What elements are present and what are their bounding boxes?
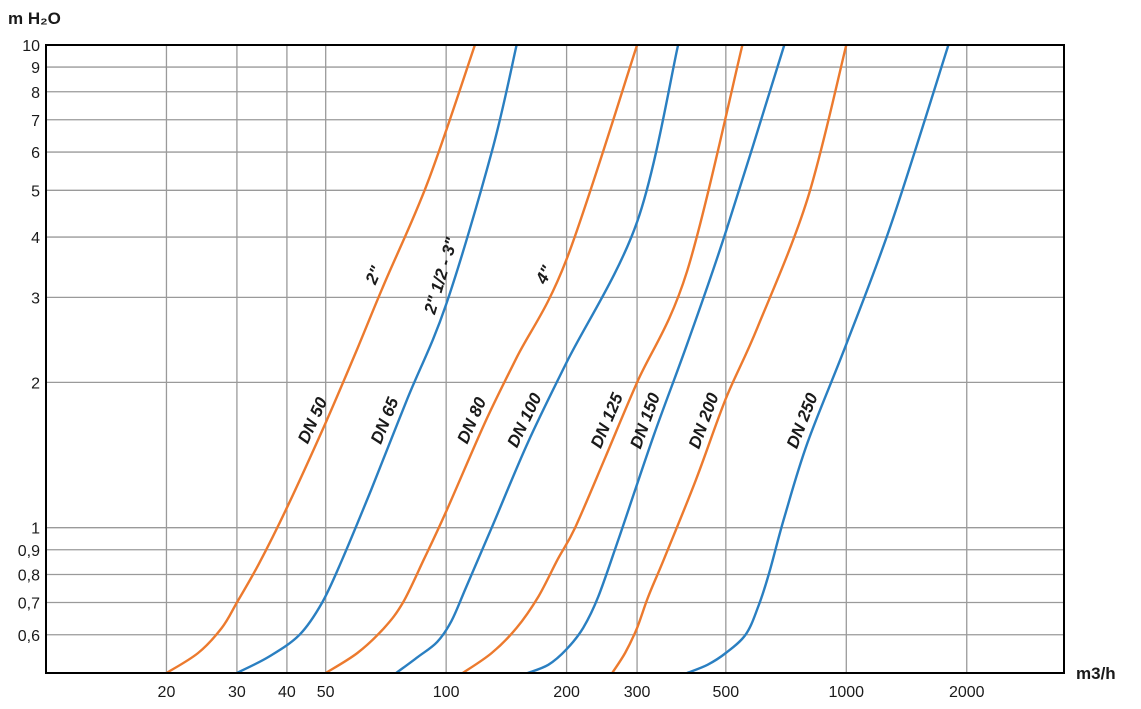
x-axis-unit-label: m3/h: [1076, 664, 1116, 683]
x-tick-label-50: 50: [317, 684, 335, 701]
curve-dn-200: [611, 44, 848, 674]
curve-dn-125: [462, 44, 744, 674]
x-tick-label-300: 300: [624, 684, 651, 701]
plot-frame: [45, 44, 1065, 674]
curve-dn-80: [325, 44, 639, 675]
curve-dn-250: [686, 44, 950, 675]
y-tick-label-2: 2: [31, 375, 40, 392]
y-tick-label-9: 9: [31, 60, 40, 77]
y-tick-label-6: 6: [31, 145, 40, 162]
curve-labels: DN 502"DN 652" 1/2 - 3"DN 804"DN 100 DN 1…: [294, 235, 822, 452]
curve-dn-50: [165, 44, 477, 675]
curve-inch-label-dn-80: 4": [532, 262, 558, 288]
x-tick-label-200: 200: [553, 684, 580, 701]
curve-dn-65: [236, 44, 518, 675]
x-tick-label-1000: 1000: [828, 684, 864, 701]
y-tick-label-3: 3: [31, 290, 40, 307]
y-tick-label-5: 5: [31, 183, 40, 200]
y-tick-label-4: 4: [31, 230, 40, 247]
x-tick-label-100: 100: [433, 684, 460, 701]
x-tick-label-2000: 2000: [949, 684, 985, 701]
y-tick-label-1: 1: [31, 521, 40, 538]
x-tick-label-500: 500: [712, 684, 739, 701]
y-tick-label-10: 10: [22, 38, 40, 55]
curve-label-dn-65: DN 65: [367, 394, 403, 446]
flow-curves: [165, 44, 950, 675]
curve-dn-100: [395, 44, 680, 674]
y-tick-label-0-6: 0,6: [18, 628, 40, 645]
y-tick-label-8: 8: [31, 85, 40, 102]
y-tick-label-7: 7: [31, 113, 40, 130]
curve-dn-150: [527, 44, 786, 675]
grid-lines: [46, 44, 1064, 673]
x-tick-label-40: 40: [278, 684, 296, 701]
y-axis-unit-label: m H₂O: [8, 9, 61, 28]
tick-labels: 20 30 40 50 100 200 300 500 1000 2000 0,6 0,7 0,8 0,9…: [18, 38, 985, 701]
x-tick-label-30: 30: [228, 684, 246, 701]
x-tick-label-20: 20: [158, 684, 176, 701]
y-tick-label-0-7: 0,7: [18, 595, 40, 612]
curve-inch-label-dn-50: 2": [361, 263, 386, 288]
y-tick-label-0-9: 0,9: [18, 543, 40, 560]
y-tick-label-0-8: 0,8: [18, 567, 40, 584]
